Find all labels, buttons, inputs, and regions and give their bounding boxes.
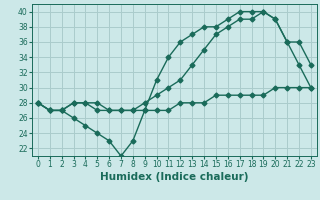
- X-axis label: Humidex (Indice chaleur): Humidex (Indice chaleur): [100, 172, 249, 182]
